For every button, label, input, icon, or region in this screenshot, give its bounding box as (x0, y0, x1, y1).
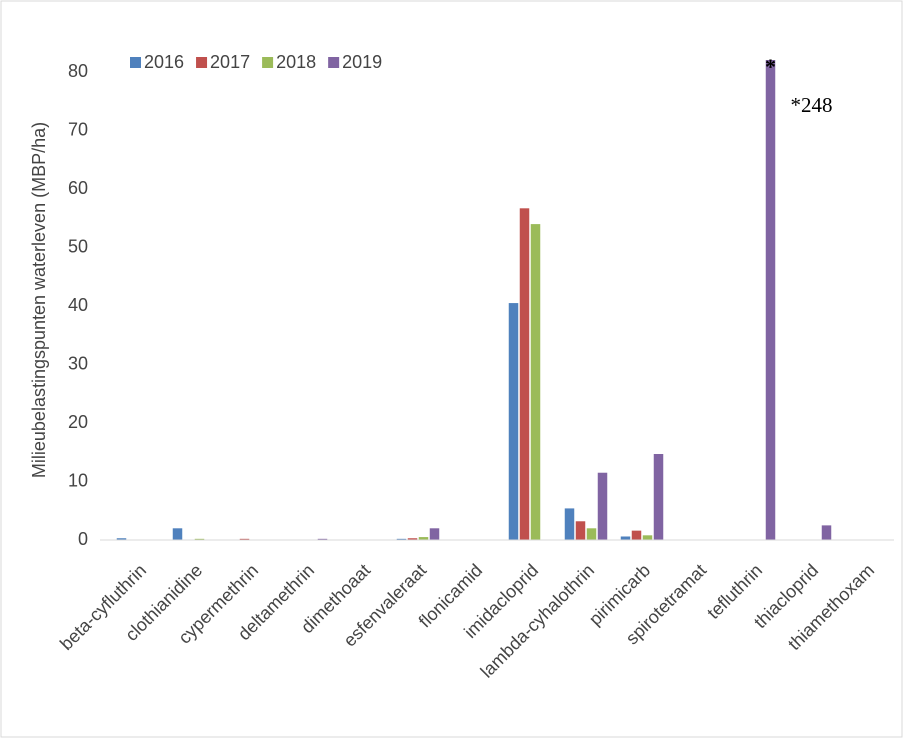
bar (508, 303, 519, 540)
y-tick-label: 40 (68, 295, 88, 315)
y-tick-label: 80 (68, 61, 88, 81)
bar (765, 60, 776, 541)
bar (407, 538, 418, 540)
legend-swatch (328, 57, 340, 68)
bar (172, 528, 183, 540)
bar (631, 530, 642, 540)
y-tick-label: 10 (68, 470, 88, 490)
annotation: *248 (791, 93, 833, 117)
y-tick-label: 20 (68, 412, 88, 432)
bar (194, 538, 205, 540)
bar (519, 208, 530, 540)
legend-swatch (262, 57, 274, 68)
bar (564, 508, 575, 540)
bar (586, 528, 597, 540)
plot-area (116, 60, 832, 541)
legend-label: 2018 (276, 52, 316, 72)
legend-label: 2017 (210, 52, 250, 72)
bar (116, 538, 127, 540)
legend-label: 2019 (342, 52, 382, 72)
bar (530, 224, 541, 540)
bar (597, 472, 608, 540)
bar (418, 537, 429, 540)
bar (317, 538, 328, 540)
bar (653, 454, 664, 540)
bar (396, 538, 407, 540)
legend-swatch (130, 57, 141, 68)
legend-label: 2016 (144, 52, 184, 72)
bar (642, 535, 653, 540)
y-tick-label: 70 (68, 119, 88, 139)
bar (575, 521, 586, 540)
y-tick-label: 0 (78, 529, 88, 549)
bar (821, 525, 832, 540)
bar (429, 528, 440, 540)
legend-swatch (196, 57, 208, 68)
bar (620, 536, 631, 540)
y-tick-label: 50 (68, 236, 88, 256)
y-tick-label: 60 (68, 178, 88, 198)
y-axis-label: Milieubelastingspunten waterleven (MBP/h… (29, 122, 49, 478)
bar (239, 538, 250, 540)
annotation: * (765, 54, 776, 79)
y-tick-label: 30 (68, 353, 88, 373)
